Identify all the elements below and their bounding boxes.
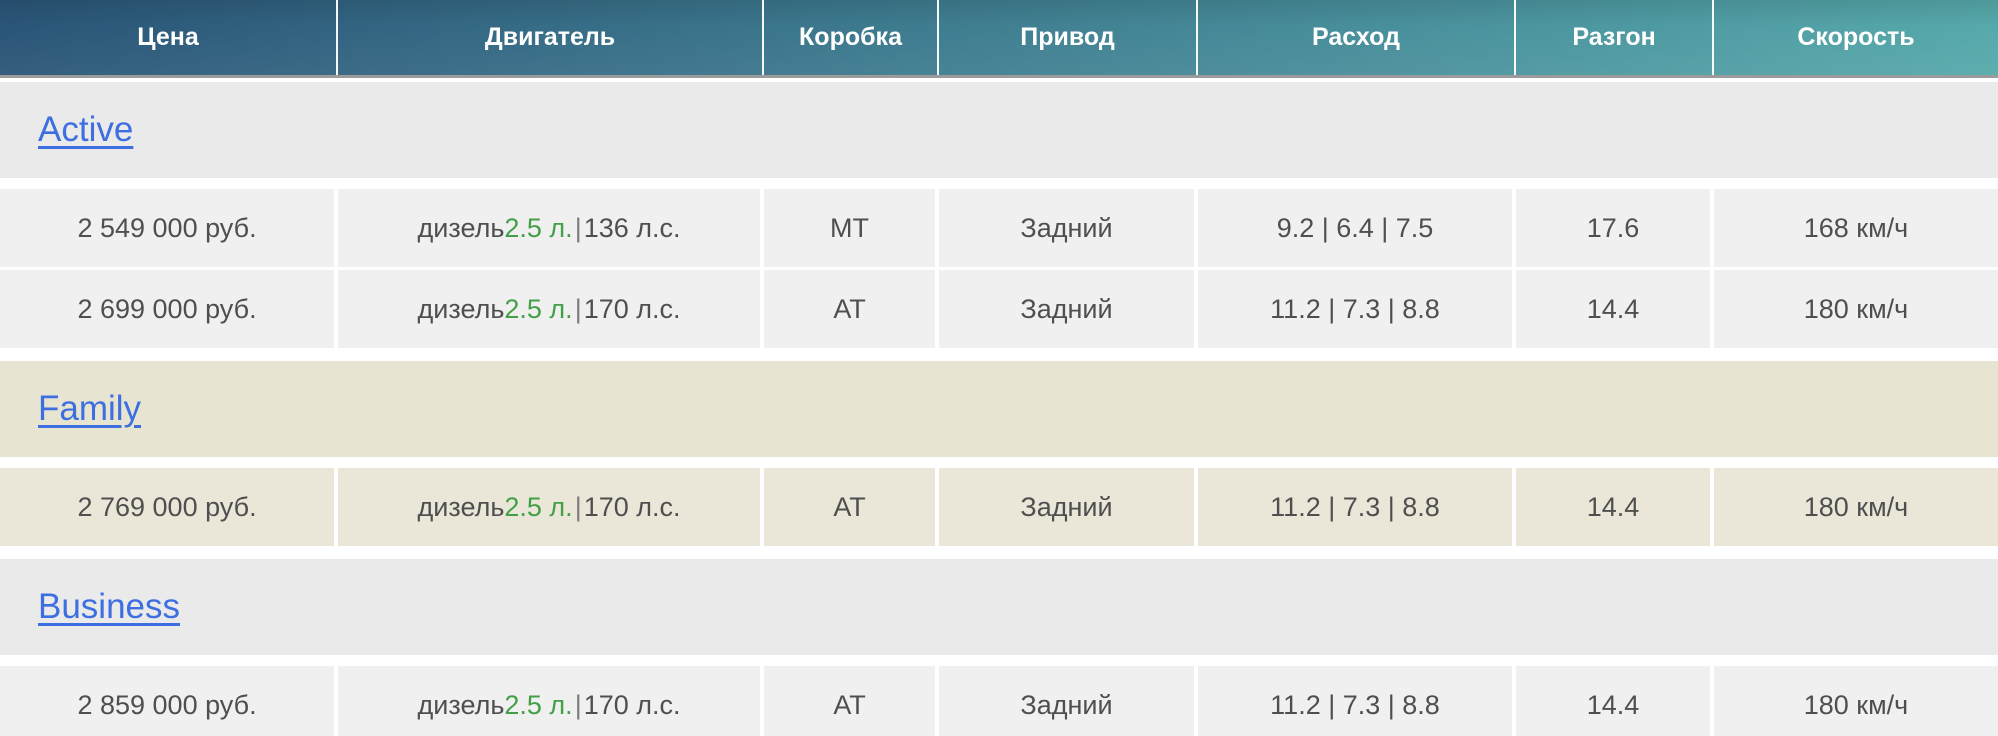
cell-consumption: 9.2 | 6.4 | 7.5	[1197, 189, 1517, 267]
engine-volume: 2.5 л.	[504, 212, 573, 243]
cell-price: 2 549 000 руб.	[0, 189, 339, 267]
model-link-business[interactable]: Business	[38, 587, 181, 626]
cell-engine: дизель 2.5 л. | 170 л.с.	[338, 270, 765, 348]
cell-gearbox: АТ	[764, 468, 940, 546]
cell-speed: 180 км/ч	[1714, 468, 1998, 546]
divider: |	[574, 689, 582, 720]
divider: |	[574, 212, 582, 243]
cell-acceleration: 14.4	[1516, 666, 1715, 736]
column-header-drive: Привод	[939, 0, 1198, 75]
cell-drive: Задний	[939, 270, 1198, 348]
cell-price: 2 859 000 руб.	[0, 666, 339, 736]
engine-type: дизель	[417, 212, 505, 243]
cell-drive: Задний	[939, 189, 1198, 267]
model-link-family[interactable]: Family	[38, 389, 142, 428]
table-row: 2 859 000 руб. дизель 2.5 л. | 170 л.с. …	[0, 666, 1998, 736]
cell-gearbox: АТ	[764, 270, 940, 348]
column-header-gearbox: Коробка	[764, 0, 940, 75]
column-header-consumption: Расход	[1198, 0, 1517, 75]
cell-consumption: 11.2 | 7.3 | 8.8	[1197, 270, 1517, 348]
engine-volume: 2.5 л.	[504, 491, 573, 522]
cell-acceleration: 14.4	[1516, 270, 1715, 348]
engine-power: 170 л.с.	[583, 689, 681, 720]
cell-gearbox: АТ	[764, 666, 940, 736]
cell-speed: 180 км/ч	[1714, 666, 1998, 736]
table-header-row: Цена Двигатель Коробка Привод Расход Раз…	[0, 0, 1998, 78]
section-header-business: Business	[0, 559, 1998, 655]
divider: |	[574, 293, 582, 324]
cell-speed: 180 км/ч	[1714, 270, 1998, 348]
engine-power: 170 л.с.	[583, 293, 681, 324]
engine-type: дизель	[417, 293, 505, 324]
cell-price: 2 769 000 руб.	[0, 468, 339, 546]
cell-consumption: 11.2 | 7.3 | 8.8	[1197, 468, 1517, 546]
cell-engine: дизель 2.5 л. | 170 л.с.	[338, 666, 765, 736]
cell-speed: 168 км/ч	[1714, 189, 1998, 267]
engine-type: дизель	[417, 689, 505, 720]
cell-engine: дизель 2.5 л. | 136 л.с.	[338, 189, 765, 267]
cell-engine: дизель 2.5 л. | 170 л.с.	[338, 468, 765, 546]
cell-acceleration: 17.6	[1516, 189, 1715, 267]
engine-volume: 2.5 л.	[504, 293, 573, 324]
section-header-family: Family	[0, 361, 1998, 457]
table-row: 2 769 000 руб. дизель 2.5 л. | 170 л.с. …	[0, 468, 1998, 546]
cell-price: 2 699 000 руб.	[0, 270, 339, 348]
table-row: 2 699 000 руб. дизель 2.5 л. | 170 л.с. …	[0, 270, 1998, 348]
engine-volume: 2.5 л.	[504, 689, 573, 720]
cell-drive: Задний	[939, 666, 1198, 736]
column-header-speed: Скорость	[1797, 23, 1915, 51]
cell-drive: Задний	[939, 468, 1198, 546]
section-header-active: Active	[0, 82, 1998, 178]
cell-gearbox: МТ	[764, 189, 940, 267]
divider: |	[574, 491, 582, 522]
column-header-acceleration: Разгон	[1516, 0, 1715, 75]
cell-acceleration: 14.4	[1516, 468, 1715, 546]
engine-power: 136 л.с.	[583, 212, 681, 243]
engine-type: дизель	[417, 491, 505, 522]
cell-consumption: 11.2 | 7.3 | 8.8	[1197, 666, 1517, 736]
column-header-engine: Двигатель	[338, 0, 765, 75]
engine-power: 170 л.с.	[583, 491, 681, 522]
column-header-price: Цена	[0, 0, 339, 75]
model-link-active[interactable]: Active	[38, 110, 134, 149]
table-row: 2 549 000 руб. дизель 2.5 л. | 136 л.с. …	[0, 189, 1998, 267]
